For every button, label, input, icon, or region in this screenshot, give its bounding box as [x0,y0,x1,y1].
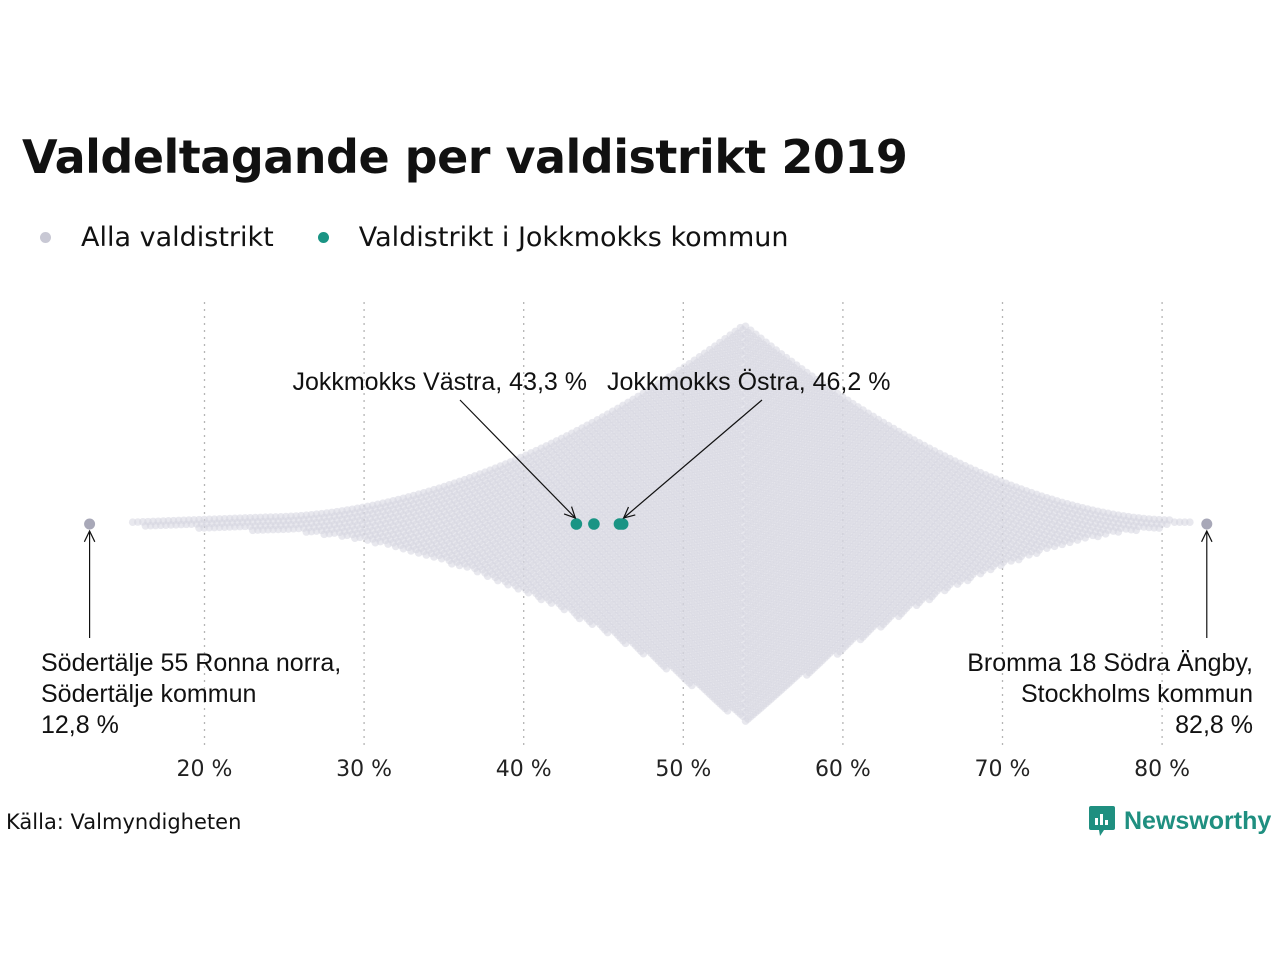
legend: Alla valdistrikt Valdistrikt i Jokkmokks… [40,222,832,253]
legend-item-all: Alla valdistrikt [40,222,274,253]
legend-dot-all [40,232,51,243]
chart-title: Valdeltagande per valdistrikt 2019 [22,130,908,184]
legend-dot-jokkmokk [317,232,329,243]
legend-label-all: Alla valdistrikt [81,222,274,253]
legend-item-jokkmokk: Valdistrikt i Jokkmokks kommun [317,222,789,253]
beeswarm-chart: Jokkmokks Västra, 43,3 % Jokkmokks Östra,… [41,302,1253,782]
swarm-points [128,322,1194,725]
legend-label-jokkmokk: Valdistrikt i Jokkmokks kommun [358,222,789,253]
